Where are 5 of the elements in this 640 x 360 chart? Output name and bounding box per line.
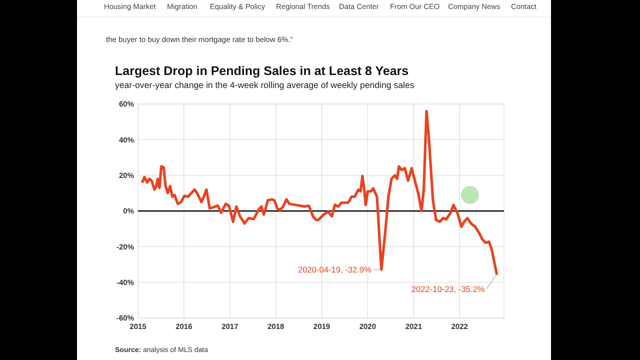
chart-subtitle: year-over-year change in the 4-week rolling average of weekly pending sales bbox=[115, 80, 415, 90]
line-series bbox=[141, 110, 498, 276]
chart-title: Largest Drop in Pending Sales in at Least 8 Years bbox=[115, 64, 409, 78]
annotation: 2020-04-19, -32.9% bbox=[298, 264, 372, 275]
annotation: 2022-10-23, -35.2% bbox=[411, 284, 486, 294]
